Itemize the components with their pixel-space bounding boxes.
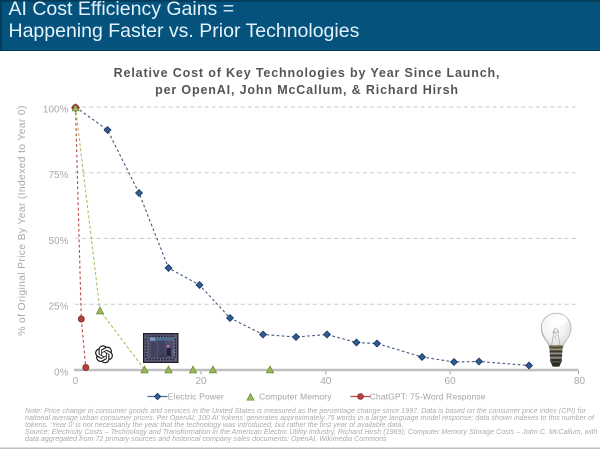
svg-text:25%: 25% [48,302,68,313]
svg-text:0%: 0% [54,368,69,379]
svg-text:100%: 100% [43,105,69,116]
svg-text:50%: 50% [48,236,68,247]
svg-text:% of Original Price By Year (I: % of Original Price By Year (Indexed to … [17,105,28,335]
svg-text:80: 80 [574,376,586,387]
svg-text:75%: 75% [48,170,68,181]
svg-text:ChatGPT: 75-Word Response: ChatGPT: 75-Word Response [370,392,486,402]
svg-text:0: 0 [73,376,79,387]
svg-text:60: 60 [445,376,457,387]
svg-text:40: 40 [320,376,332,387]
svg-text:Computer Memory: Computer Memory [259,392,332,402]
svg-text:20: 20 [195,376,207,387]
svg-text:Electric Power: Electric Power [168,392,224,402]
